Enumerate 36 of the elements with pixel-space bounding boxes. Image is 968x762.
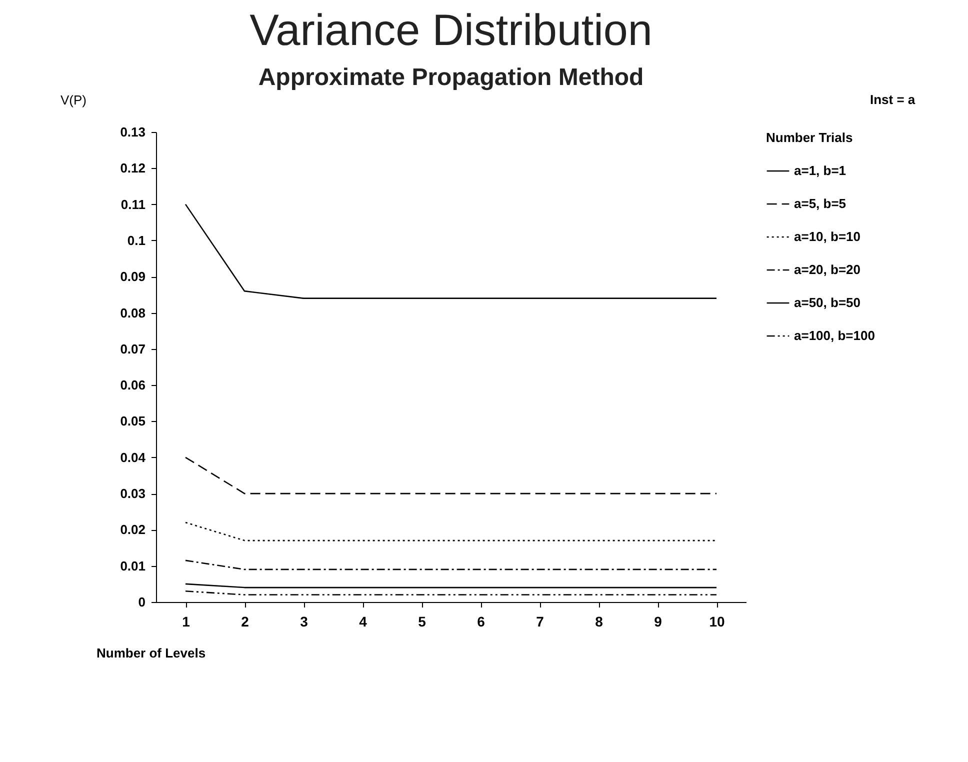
x-tick-label: 10 — [709, 614, 725, 630]
x-tick-label: 7 — [536, 614, 544, 630]
legend-label: a=100, b=100 — [794, 328, 875, 343]
x-tick-label: 5 — [418, 614, 426, 630]
y-tick-label: 0.1 — [127, 232, 146, 248]
legend-label: a=20, b=20 — [794, 262, 860, 277]
x-tick-label: 9 — [654, 614, 662, 630]
y-tick-label: 0.12 — [120, 160, 146, 176]
x-tick-label: 2 — [241, 614, 250, 630]
x-tick-label: 6 — [477, 614, 486, 630]
y-tick-label: 0.08 — [120, 305, 146, 320]
y-tick-label: 0.05 — [120, 414, 146, 429]
x-tick-label: 3 — [300, 614, 308, 630]
y-tick-label: 0.09 — [120, 269, 146, 284]
text: Inst = a — [870, 92, 916, 107]
y-tick-label: 0.06 — [120, 378, 146, 393]
x-axis-title: Number of Levels — [96, 646, 206, 660]
y-tick-label: 0.03 — [120, 486, 146, 502]
x-tick-label: 1 — [182, 614, 190, 630]
legend-title: Number Trials — [766, 130, 853, 145]
x-tick-label: 8 — [595, 614, 604, 630]
y-tick-label: 0.04 — [120, 450, 146, 465]
y-tick-label: 0.01 — [120, 558, 146, 574]
y-tick-label: 0.02 — [120, 522, 146, 538]
y-axis-title: V(P) — [60, 92, 86, 108]
legend-label: a=1, b=1 — [794, 163, 846, 178]
legend-label: a=50, b=50 — [794, 295, 860, 310]
chart-title: Variance Distribution — [250, 6, 652, 55]
x-tick-label: 4 — [359, 614, 368, 630]
chart-subtitle: Approximate Propagation Method — [258, 64, 644, 91]
y-tick-label: 0.13 — [120, 124, 146, 140]
legend-label: a=5, b=5 — [794, 196, 846, 211]
legend-label: a=10, b=10 — [794, 229, 860, 244]
y-tick-label: 0 — [138, 594, 146, 610]
y-tick-label: 0.11 — [120, 196, 146, 212]
y-tick-label: 0.07 — [120, 341, 146, 356]
